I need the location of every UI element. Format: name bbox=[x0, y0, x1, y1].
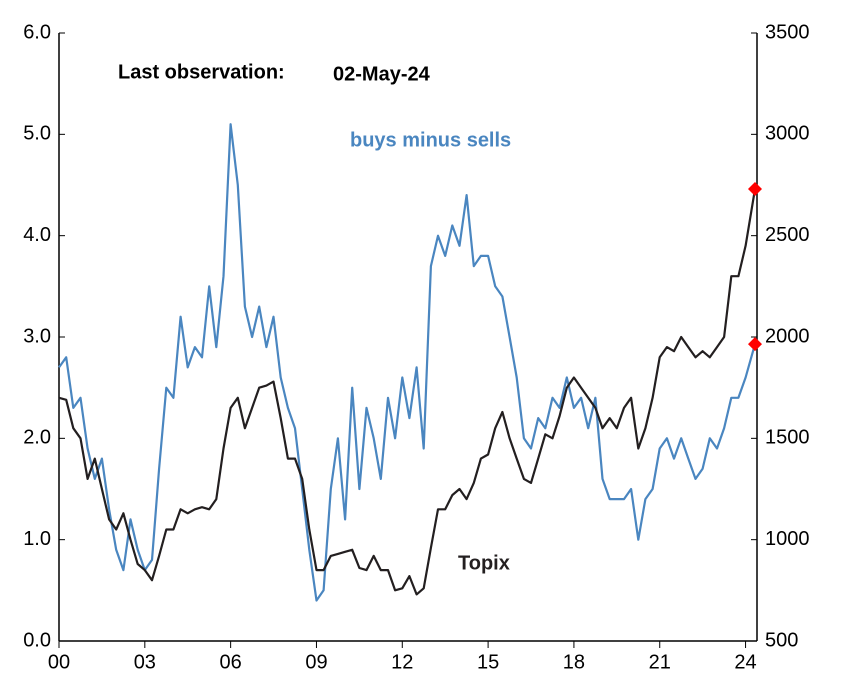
series-line bbox=[58, 188, 757, 596]
x-tick-label: 06 bbox=[220, 651, 242, 673]
y-tick-label: 2.0 bbox=[23, 427, 51, 449]
y-tick-label: 5.0 bbox=[23, 123, 51, 145]
y2-tick-label: 500 bbox=[765, 629, 798, 651]
y-tick-label: 6.0 bbox=[23, 21, 51, 43]
x-tick-label: 15 bbox=[477, 651, 499, 673]
y2-tick-label: 2000 bbox=[765, 325, 810, 347]
series-label: Topix bbox=[458, 552, 510, 574]
series-label: buys minus sells bbox=[350, 129, 511, 151]
x-tick-label: 00 bbox=[48, 651, 70, 673]
x-tick-label: 09 bbox=[305, 651, 327, 673]
y2-tick-label: 1000 bbox=[765, 528, 810, 550]
y2-tick-label: 2500 bbox=[765, 224, 810, 246]
y2-tick-label: 1500 bbox=[765, 427, 810, 449]
last-marker bbox=[747, 337, 762, 352]
last-marker bbox=[747, 182, 762, 197]
last-observation-date: 02-May-24 bbox=[333, 63, 431, 85]
x-tick-label: 03 bbox=[134, 651, 156, 673]
series-line bbox=[58, 123, 757, 602]
x-tick-label: 18 bbox=[563, 651, 585, 673]
y-tick-label: 1.0 bbox=[23, 528, 51, 550]
x-tick-label: 24 bbox=[734, 651, 756, 673]
y-tick-label: 3.0 bbox=[23, 325, 51, 347]
y-tick-label: 0.0 bbox=[23, 629, 51, 651]
y-tick-label: 4.0 bbox=[23, 224, 51, 246]
x-tick-label: 12 bbox=[391, 651, 413, 673]
y2-tick-label: 3000 bbox=[765, 123, 810, 145]
y2-tick-label: 3500 bbox=[765, 21, 810, 43]
x-tick-label: 21 bbox=[649, 651, 671, 673]
last-observation-label: Last observation: bbox=[118, 61, 285, 83]
